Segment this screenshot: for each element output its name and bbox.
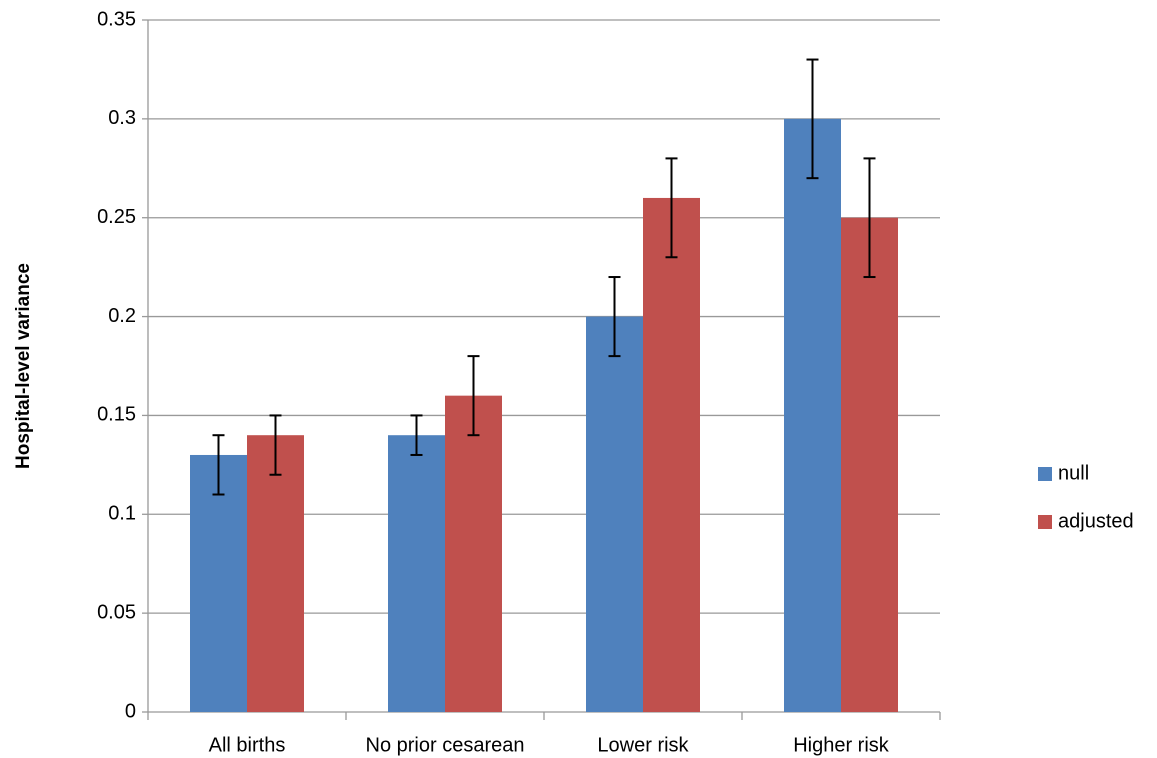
error-bar — [806, 58, 819, 180]
y-axis-label: Hospital-level variance — [13, 263, 34, 469]
error-bar — [269, 414, 282, 476]
x-tick-label: All births — [209, 734, 286, 756]
bar — [643, 197, 700, 712]
x-tick-label: Higher risk — [793, 734, 890, 756]
error-bar — [410, 414, 423, 456]
error-bar — [212, 434, 225, 496]
y-tick-label: 0.35 — [97, 8, 136, 30]
y-tick-label: 0.15 — [97, 404, 136, 426]
legend-swatch — [1038, 515, 1052, 529]
bar — [445, 395, 502, 712]
legend-swatch — [1038, 467, 1052, 481]
error-bar — [608, 276, 621, 358]
bar — [247, 435, 304, 712]
error-bar — [863, 157, 876, 279]
error-bar — [665, 157, 678, 259]
legend-label: adjusted — [1058, 510, 1134, 532]
bar — [784, 118, 841, 713]
bar — [841, 217, 898, 712]
y-tick-label: 0.2 — [108, 305, 136, 327]
error-bar — [467, 355, 480, 437]
bar — [190, 454, 247, 712]
bar — [388, 435, 445, 712]
y-tick-label: 0.05 — [97, 601, 136, 623]
legend-label: null — [1058, 462, 1089, 484]
y-tick-label: 0.1 — [108, 503, 136, 525]
y-tick-label: 0 — [125, 700, 136, 722]
bar — [586, 316, 643, 712]
x-tick-label: No prior cesarean — [366, 734, 525, 756]
x-tick-label: Lower risk — [597, 734, 689, 756]
y-tick-label: 0.3 — [108, 107, 136, 129]
y-tick-label: 0.25 — [97, 206, 136, 228]
